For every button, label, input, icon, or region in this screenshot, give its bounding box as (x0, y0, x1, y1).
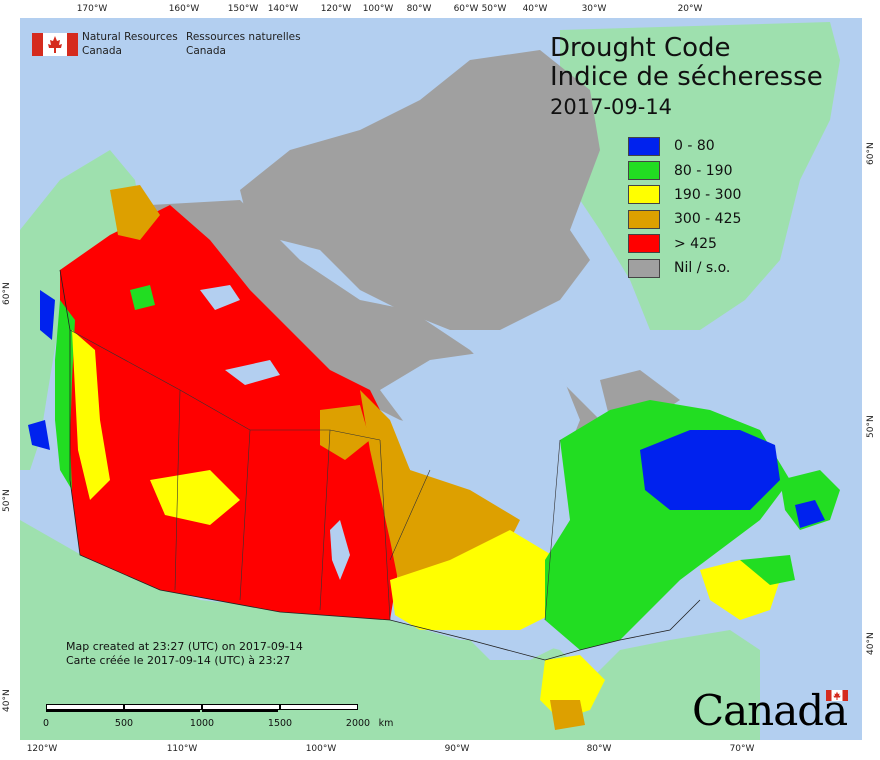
agency-en-line2: Canada (82, 45, 122, 57)
top-tick: 60°W (453, 4, 479, 14)
newfoundland-blue (795, 500, 825, 528)
top-tick: 140°W (267, 4, 299, 14)
bottom-tick: 110°W (166, 744, 198, 754)
top-tick: 100°W (362, 4, 394, 14)
drought-extreme-west (60, 205, 410, 620)
nwt-green-patch (130, 285, 155, 310)
bottom-tick: 80°W (586, 744, 612, 754)
top-tick: 20°W (677, 4, 703, 14)
credit-fr: Carte créée le 2017-09-14 (UTC) à 23:27 (66, 654, 291, 667)
agency-name-fr: Ressources naturelles Canada (186, 30, 301, 58)
legend-item: 80 - 190 (628, 158, 741, 182)
map-credits: Map created at 23:27 (UTC) on 2017-09-14… (66, 640, 303, 668)
southern-ontario-orange (550, 700, 585, 730)
left-tick: 40°N (2, 689, 12, 712)
right-tick: 40°N (866, 632, 876, 655)
agency-fr-line1: Ressources naturelles (186, 31, 301, 43)
left-tick: 60°N (2, 282, 12, 305)
map-date: 2017-09-14 (550, 95, 673, 119)
legend-label: 0 - 80 (674, 138, 715, 155)
canada-wordmark: Canada (692, 686, 848, 735)
legend-item: 190 - 300 (628, 183, 741, 207)
legend-swatch (628, 209, 660, 229)
left-tick: 50°N (2, 489, 12, 512)
scale-segment-fill (46, 709, 200, 712)
right-tick: 60°N (866, 142, 876, 165)
legend-swatch (628, 185, 660, 205)
legend-label: 300 - 425 (674, 211, 742, 228)
legend-item: Nil / s.o. (628, 256, 741, 280)
top-tick: 120°W (320, 4, 352, 14)
lake-winnipeg (330, 520, 350, 580)
scale-label-unit: km (378, 718, 394, 729)
drought-map[interactable] (20, 18, 862, 740)
drought-high-central (360, 390, 520, 590)
bc-coast-yellow (72, 330, 110, 500)
credit-en: Map created at 23:27 (UTC) on 2017-09-14 (66, 640, 303, 653)
legend-swatch (628, 161, 660, 181)
yukon-orange (110, 185, 160, 240)
arctic-islands (240, 50, 600, 330)
scale-label: 1000 (189, 718, 215, 729)
top-tick: 170°W (76, 4, 108, 14)
drought-moderate-ontario (390, 530, 560, 630)
map-title: Drought Code Indice de sécheresse 2017-0… (550, 34, 823, 122)
bc-coast-blue-2 (28, 420, 50, 450)
maritimes-green (740, 555, 795, 585)
legend-label: > 425 (674, 235, 717, 252)
bottom-tick: 100°W (305, 744, 337, 754)
prairie-yellow-patch (150, 470, 240, 525)
great-bear-lake (200, 285, 240, 310)
scale-label: 500 (114, 718, 134, 729)
bottom-tick: 120°W (26, 744, 58, 754)
alaska (20, 150, 140, 470)
legend-label: 80 - 190 (674, 162, 733, 179)
top-tick: 150°W (227, 4, 259, 14)
bottom-tick: 90°W (444, 744, 470, 754)
bottom-tick: 70°W (729, 744, 755, 754)
legend-item: 0 - 80 (628, 134, 741, 158)
legend-item: 300 - 425 (628, 207, 741, 231)
scale-label: 2000 (345, 718, 371, 729)
agency-fr-line2: Canada (186, 45, 226, 57)
legend-swatch (628, 234, 660, 254)
top-tick: 160°W (168, 4, 200, 14)
agency-en-line1: Natural Resources (82, 31, 178, 43)
drought-very-low-quebec (640, 430, 780, 510)
scale-segment-fill (202, 709, 278, 712)
canada-flag-icon (32, 33, 78, 56)
national-border (59, 269, 701, 661)
legend-item: > 425 (628, 232, 741, 256)
province-borders (69, 329, 561, 621)
right-tick: 50°N (866, 415, 876, 438)
agency-name-en: Natural Resources Canada (82, 30, 178, 58)
title-en: Drought Code (550, 33, 731, 63)
newfoundland (780, 470, 840, 530)
great-lakes (470, 630, 560, 660)
title-fr: Indice de sécheresse (550, 62, 823, 92)
top-tick: 80°W (406, 4, 432, 14)
legend-label: Nil / s.o. (674, 260, 731, 277)
legend-label: 190 - 300 (674, 186, 742, 203)
scale-label: 1500 (267, 718, 293, 729)
hudson-bay (380, 350, 580, 480)
prairie-orange-patch (320, 405, 370, 460)
scale-label: 0 (42, 718, 50, 729)
legend-swatch (628, 136, 660, 156)
top-tick: 30°W (581, 4, 607, 14)
scale-segment (280, 704, 358, 710)
legend-swatch (628, 258, 660, 278)
top-tick: 50°W (481, 4, 507, 14)
legend: 0 - 80 80 - 190 190 - 300 300 - 425 > 42… (628, 134, 741, 280)
bc-coast-blue (40, 290, 55, 340)
wordmark-flag-icon (826, 690, 848, 701)
great-slave-lake (225, 360, 280, 385)
top-tick: 40°W (522, 4, 548, 14)
